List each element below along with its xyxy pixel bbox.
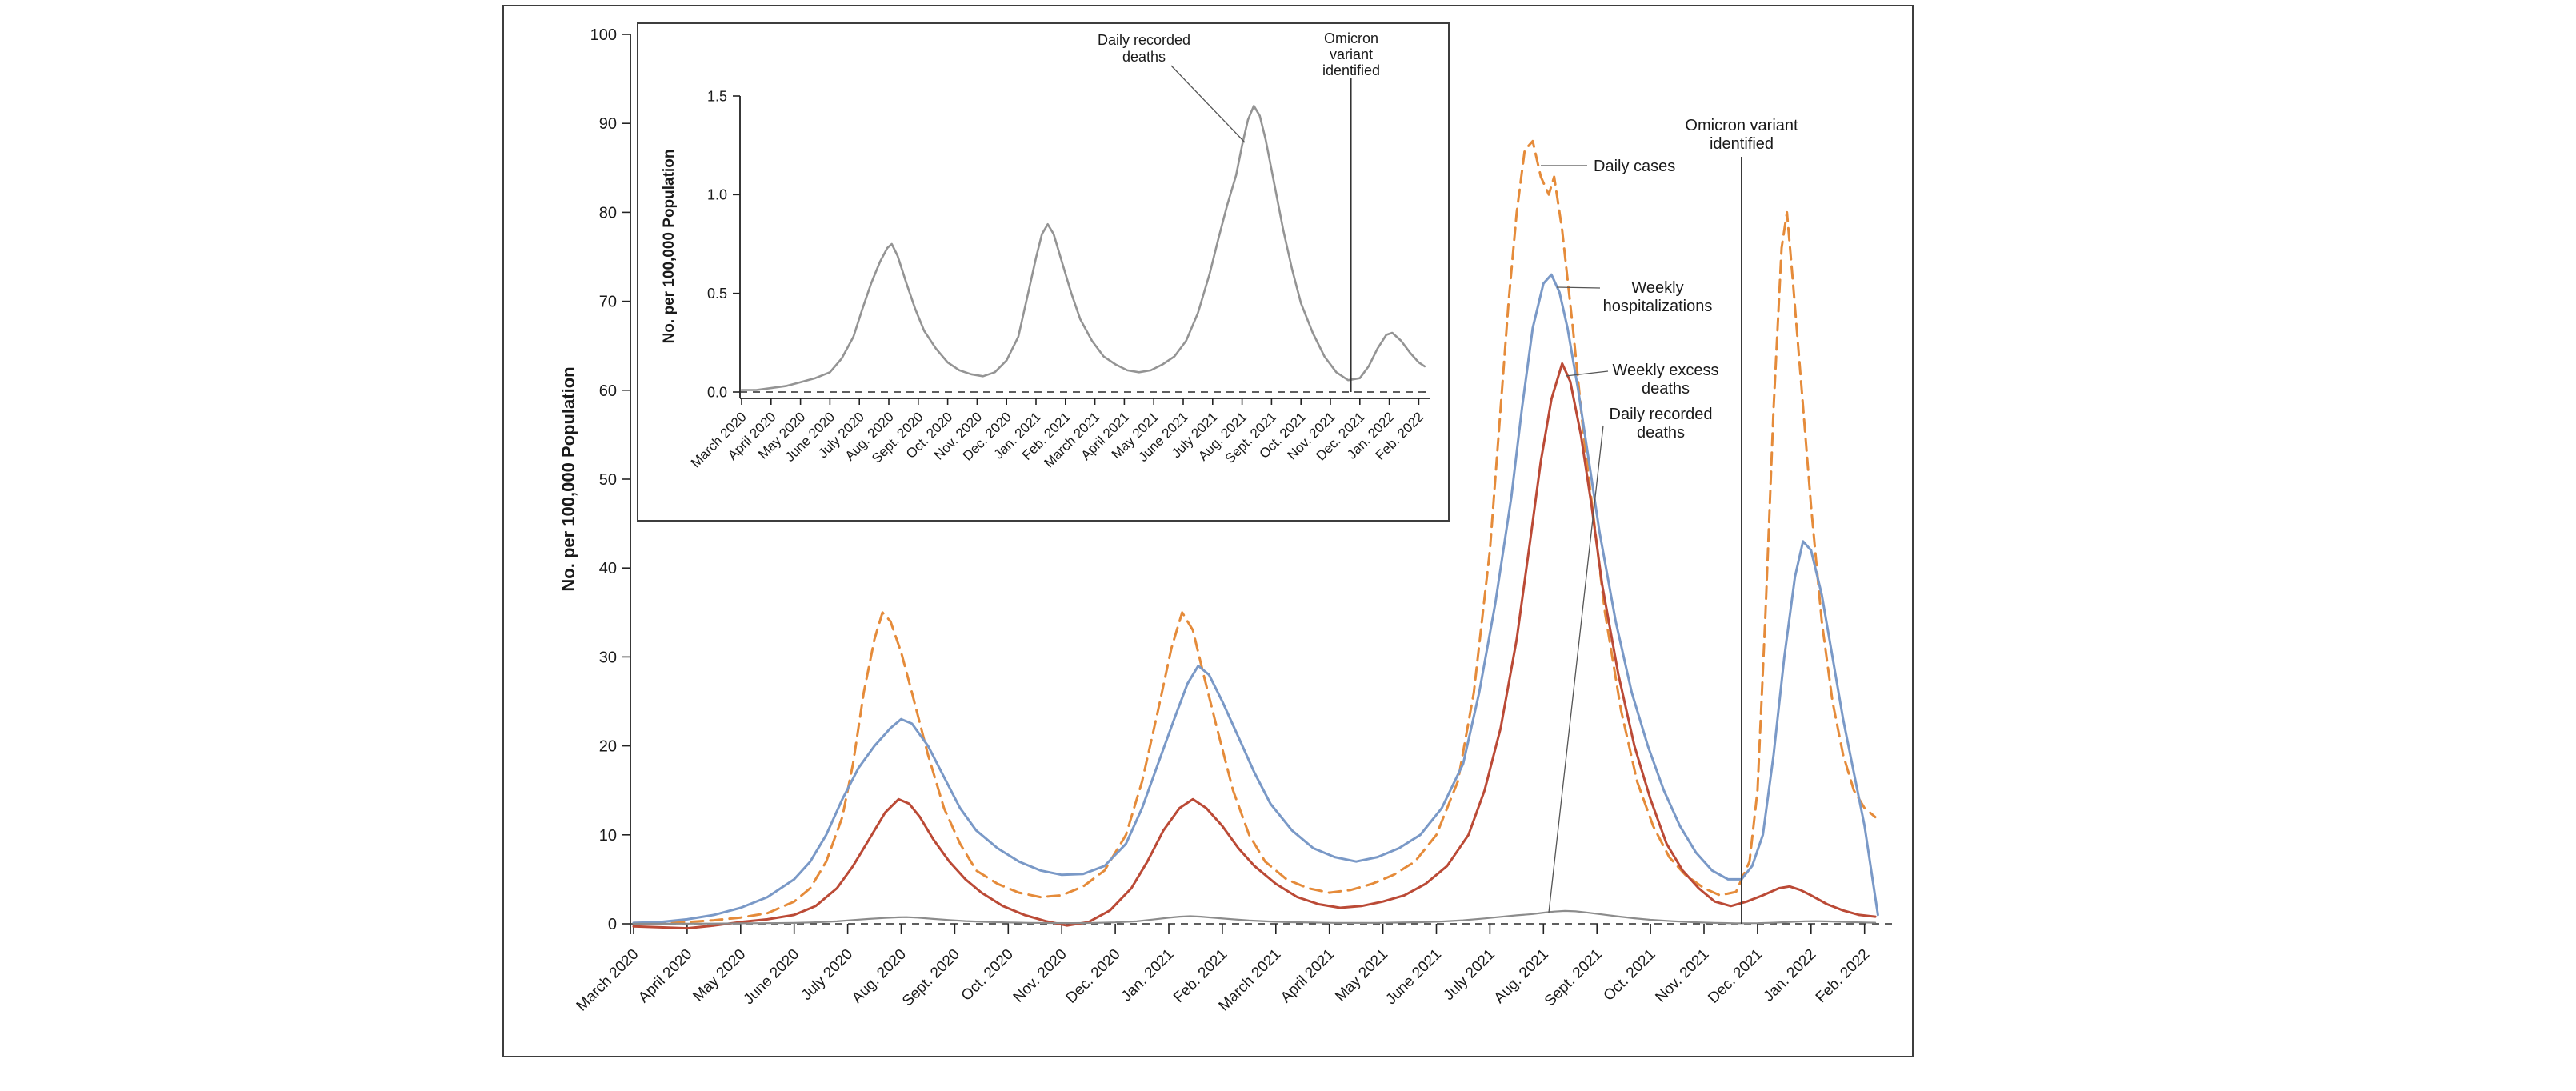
omicron-vline-label: Omicron (1324, 30, 1378, 46)
callout-connector-weekly-hospitalizations (1556, 286, 1601, 289)
y-tick-label: 40 (599, 560, 617, 577)
x-tick-label: June 2020 (741, 946, 803, 1009)
y-tick-label: 0.0 (707, 384, 727, 400)
callout-connector-daily-recorded-deaths (1170, 65, 1246, 143)
x-tick-label: Oct. 2020 (958, 946, 1017, 1005)
x-tick-label: Nov. 2021 (1652, 946, 1712, 1006)
x-tick-label: Dec. 2021 (1705, 946, 1766, 1007)
callout-label-daily-recorded-deaths: deaths (1122, 49, 1166, 65)
x-tick-label: Jan. 2021 (1118, 946, 1178, 1005)
callout-label-daily-recorded-deaths: deaths (1637, 424, 1685, 442)
series-line-daily-recorded-deaths (740, 105, 1426, 391)
inset-y-axis-title: No. per 100,000 Population (661, 150, 678, 344)
y-tick-label: 30 (599, 649, 617, 666)
omicron-vline-label: identified (1710, 135, 1774, 153)
y-tick-label: 0 (608, 916, 617, 933)
callout-label-daily-recorded-deaths: Daily recorded (1610, 406, 1713, 423)
x-tick-label: Sept. 2020 (899, 946, 963, 1010)
callout-label-daily-cases: Daily cases (1594, 158, 1675, 175)
y-tick-label: 1.5 (707, 88, 727, 104)
x-tick-label: July 2021 (1441, 946, 1498, 1004)
x-tick-label: Jan. 2022 (1760, 946, 1819, 1005)
x-tick-label: Dec. 2020 (1063, 946, 1124, 1007)
y-tick-label: 0.5 (707, 286, 727, 302)
x-tick-label: April 2020 (635, 946, 695, 1006)
x-tick-label: March 2020 (574, 946, 642, 1015)
figure-frame: No. per 100,000 Population 0 10 20 30 40 50 60… (502, 5, 1914, 1057)
series-line-weekly-hospitalizations (632, 273, 1879, 925)
x-tick-label: Feb. 2022 (1813, 946, 1873, 1006)
series-line-daily-recorded-deaths (632, 909, 1877, 925)
series-line-weekly-excess-deaths (632, 362, 1877, 930)
y-tick-label: 20 (599, 738, 617, 756)
main-chart: No. per 100,000 Population 0 10 20 30 40 50 60… (558, 26, 1894, 1015)
y-tick-label: 60 (599, 382, 617, 400)
y-tick-label: 100 (590, 26, 617, 44)
inset-panel: No. per 100,000 Population 0.0 0.5 1.0 1.5 M… (637, 22, 1450, 522)
y-tick-label: 10 (599, 827, 617, 845)
callout-label-weekly-excess-deaths: Weekly excess (1612, 362, 1718, 379)
series-line-daily-cases (632, 139, 1877, 925)
y-tick-label: 1.0 (707, 187, 727, 203)
x-tick-label: Nov. 2020 (1010, 946, 1070, 1006)
callout-label-daily-recorded-deaths: Daily recorded (1098, 32, 1190, 48)
callout-connector-weekly-excess-deaths (1565, 370, 1609, 377)
x-tick-label: Sept. 2021 (1542, 946, 1606, 1010)
y-tick-label: 70 (599, 294, 617, 311)
omicron-vline-label: identified (1322, 62, 1380, 78)
callout-connector-daily-recorded-deaths (1548, 425, 1604, 913)
x-tick-label: July 2020 (798, 946, 856, 1004)
y-tick-label: 50 (599, 471, 617, 489)
callout-label-weekly-hospitalizations: Weekly (1631, 279, 1683, 297)
omicron-vline-label: variant (1330, 46, 1373, 62)
callout-label-weekly-excess-deaths: deaths (1642, 380, 1690, 398)
inset-chart: No. per 100,000 Population 0.00.51.01.5M… (661, 30, 1430, 470)
omicron-vline-label: Omicron variant (1685, 117, 1798, 134)
x-tick-label: June 2021 (1382, 946, 1445, 1009)
callout-label-weekly-hospitalizations: hospitalizations (1603, 298, 1713, 315)
y-tick-label: 80 (599, 204, 617, 222)
x-tick-label: Oct. 2021 (1601, 946, 1659, 1005)
y-tick-label: 90 (599, 115, 617, 133)
x-tick-label: April 2021 (1278, 946, 1338, 1006)
main-y-axis-title: No. per 100,000 Population (558, 366, 578, 591)
